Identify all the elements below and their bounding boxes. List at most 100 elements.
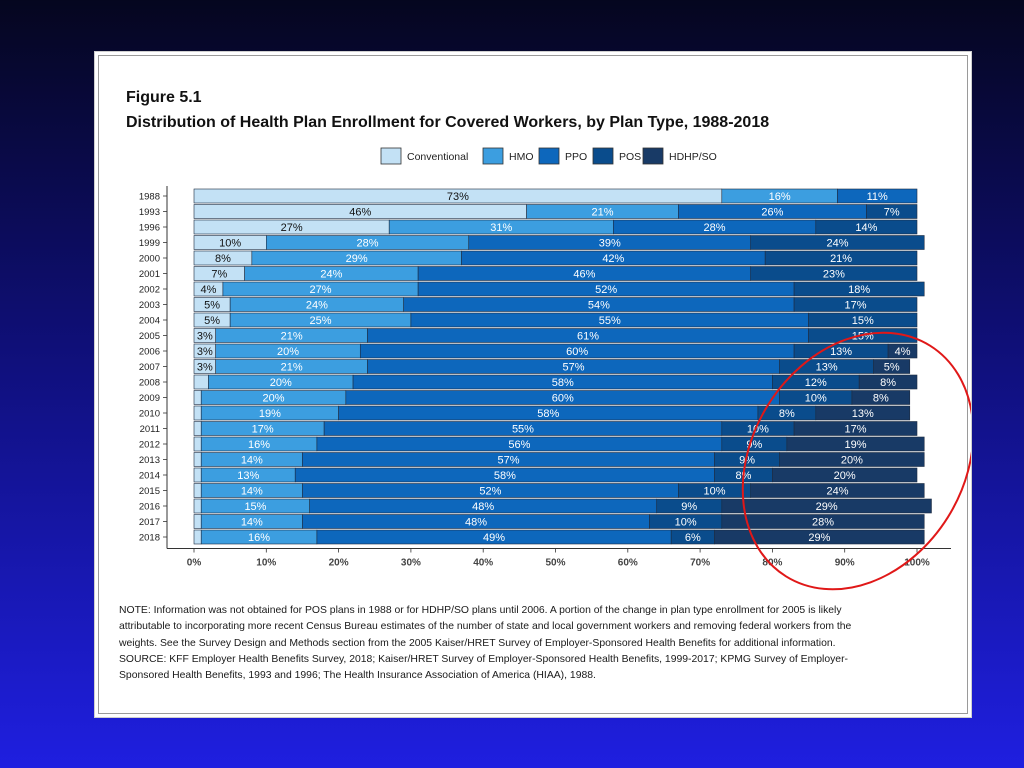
data-label: 26% [761, 207, 783, 219]
bar-segment [793, 297, 918, 312]
data-label: 20% [277, 346, 299, 358]
data-label: 20% [841, 455, 863, 467]
bar-segment [858, 374, 918, 390]
legend-swatch-hmo [482, 147, 504, 165]
bar-segment [750, 483, 925, 498]
data-label: 6% [685, 532, 701, 544]
legend-swatch-pos [592, 147, 614, 165]
data-label: 21% [281, 362, 303, 374]
figure-card: Figure 5.1 Distribution of Health Plan E… [94, 51, 972, 718]
data-label: 14% [855, 222, 877, 234]
figure-border [98, 55, 968, 714]
y-tick-label: 2012 [139, 440, 160, 451]
data-label: 5% [204, 300, 220, 312]
data-label: 20% [270, 377, 292, 389]
data-label: 21% [591, 207, 613, 219]
y-tick-label: 2008 [139, 378, 160, 389]
bar-segment [193, 436, 202, 452]
legend-swatch-hdhpso [642, 147, 664, 165]
data-label: 16% [769, 191, 791, 203]
y-tick-label: 2002 [139, 285, 160, 296]
data-label: 49% [483, 532, 505, 544]
y-tick-label: 2014 [139, 471, 160, 482]
bar-segment [786, 436, 925, 452]
y-tick-label: 2000 [139, 254, 160, 265]
data-label: 58% [552, 377, 574, 389]
y-tick-label: 1999 [139, 238, 160, 249]
data-label: 24% [826, 486, 848, 498]
data-label: 58% [494, 470, 516, 482]
data-label: 14% [241, 517, 263, 529]
x-tick-label: 0% [187, 558, 202, 569]
x-tick-label: 40% [473, 558, 493, 569]
stacked-bar-chart: Conventional HMO PPO POS HDHP/SO 73% 16% 11% 46%… [139, 147, 971, 591]
y-tick-label: 2015 [139, 486, 160, 497]
x-tick-label: 60% [618, 558, 638, 569]
data-label: 60% [552, 393, 574, 405]
bar-segment [193, 529, 202, 545]
y-tick-label: 2004 [139, 316, 160, 327]
data-label: 46% [349, 207, 371, 219]
y-tick-label: 2010 [139, 409, 160, 420]
data-label: 10% [704, 486, 726, 498]
bar-segment [873, 359, 911, 374]
data-label: 8% [215, 253, 231, 265]
data-label: 3% [197, 331, 213, 343]
bar-segment [193, 514, 202, 529]
data-label: 57% [497, 455, 519, 467]
data-label: 24% [826, 238, 848, 250]
data-label: 4% [895, 346, 911, 358]
y-tick-label: 2006 [139, 347, 160, 358]
bar-segment [793, 281, 925, 297]
bar-segment [193, 374, 209, 390]
data-label: 52% [595, 284, 617, 296]
data-label: 14% [241, 486, 263, 498]
data-label: 7% [884, 207, 900, 219]
x-tick-label: 90% [835, 558, 855, 569]
bar-segment [779, 452, 925, 467]
annotation-ellipse [741, 331, 971, 591]
y-tick-label: 2001 [139, 269, 160, 280]
data-label: 18% [848, 284, 870, 296]
data-label: 5% [884, 362, 900, 374]
data-label: 29% [346, 253, 368, 265]
legend-swatch-ppo [538, 147, 560, 165]
bar-segment [851, 390, 911, 405]
data-label: 27% [281, 222, 303, 234]
data-label: 3% [197, 362, 213, 374]
bar-segment [750, 235, 925, 250]
legend-label: HMO [509, 151, 534, 163]
figure-notes: NOTE: Information was not obtained for P… [119, 603, 859, 684]
x-tick-label: 30% [401, 558, 421, 569]
figure-label: Figure 5.1 [126, 89, 202, 106]
data-label: 48% [472, 501, 494, 513]
y-tick-label: 2005 [139, 331, 160, 342]
data-label: 23% [823, 269, 845, 281]
legend-swatch-conventional [380, 147, 402, 165]
data-label: 46% [573, 269, 595, 281]
data-label: 8% [880, 377, 896, 389]
data-label: 48% [465, 517, 487, 529]
legend-label: Conventional [407, 151, 468, 163]
bar-segment [714, 529, 925, 545]
bar-segment [193, 421, 202, 436]
bar-segment [193, 452, 202, 467]
data-label: 55% [599, 315, 621, 327]
x-tick-label: 10% [256, 558, 276, 569]
y-tick-label: 1996 [139, 223, 160, 234]
data-label: 54% [588, 300, 610, 312]
data-label: 19% [259, 408, 281, 420]
data-label: 15% [244, 501, 266, 513]
y-tick-label: 2016 [139, 502, 160, 513]
x-tick-label: 80% [762, 558, 782, 569]
bars-group: 73% 16% 11% 46% 21% 26% 7% 27% 31% 28% 14% 10% 28% 39… [193, 188, 932, 545]
bar-segment [793, 421, 918, 436]
bar-segment [193, 498, 202, 514]
data-label: 10% [805, 393, 827, 405]
bar-segment [808, 312, 918, 328]
bar-segment [193, 467, 202, 483]
data-label: 20% [263, 393, 285, 405]
legend-label: PPO [565, 151, 587, 163]
data-label: 61% [577, 331, 599, 343]
data-label: 10% [219, 238, 241, 250]
